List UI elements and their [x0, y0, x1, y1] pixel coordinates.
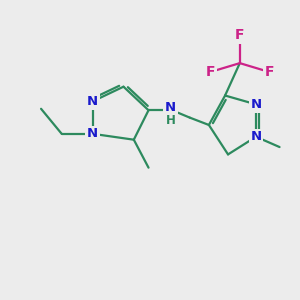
- Text: N: N: [87, 127, 98, 140]
- Text: N: N: [250, 98, 262, 111]
- Text: N: N: [87, 95, 98, 108]
- Text: N: N: [250, 130, 262, 143]
- Text: F: F: [265, 65, 274, 79]
- Text: F: F: [206, 65, 215, 79]
- Text: F: F: [235, 28, 244, 42]
- Text: N: N: [165, 101, 176, 114]
- Text: H: H: [166, 114, 176, 127]
